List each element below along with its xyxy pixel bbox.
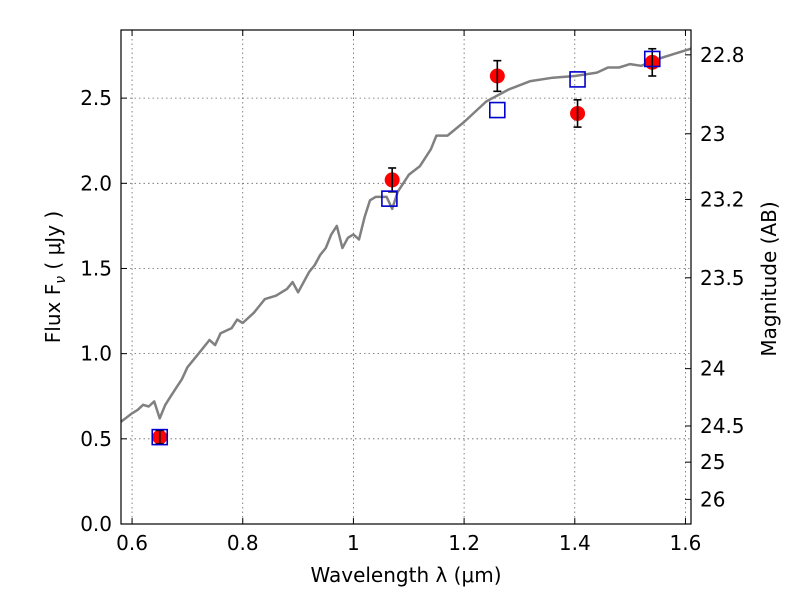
y-tick-label: 1.5 xyxy=(80,256,112,280)
x-tick-label: 1.2 xyxy=(448,531,480,555)
y-tick-label: 0.5 xyxy=(80,427,112,451)
x-tick-label: 1 xyxy=(347,531,360,555)
model-photometry-square xyxy=(643,50,661,68)
model-photometry-square xyxy=(489,101,506,119)
x-tick-label: 1.4 xyxy=(559,531,591,555)
y-axis-label: Flux Fν ( μJy ) xyxy=(41,211,69,343)
y2-tick-label: 23 xyxy=(700,122,725,146)
x-tick-label: 0.6 xyxy=(116,531,148,555)
y-tick-label: 2.0 xyxy=(80,171,112,195)
x-tick-label: 0.8 xyxy=(227,531,259,555)
x-tick-label: 1.6 xyxy=(670,531,702,555)
y-tick-label: 2.5 xyxy=(80,86,112,110)
y2-tick-label: 24 xyxy=(700,357,725,381)
y2-tick-label: 22.8 xyxy=(700,43,745,67)
x-axis-label: Wavelength λ (μm) xyxy=(310,563,501,587)
y2-axis-label: Magnitude (AB) xyxy=(757,201,781,356)
y-tick-label: 1.0 xyxy=(80,342,112,366)
y-axis-label-main: Flux F xyxy=(41,284,65,343)
y2-tick-label: 24.5 xyxy=(700,414,745,438)
y2-tick-label: 23.5 xyxy=(700,266,745,290)
y2-tick-label: 23.2 xyxy=(700,187,745,211)
y-axis-label-sub: ν xyxy=(53,276,69,284)
model-photometry-square xyxy=(381,190,398,207)
model-photometry-square xyxy=(569,71,586,88)
y-axis-label-units: ( μJy ) xyxy=(41,211,65,276)
data-points-layer xyxy=(151,47,661,446)
model-spectrum-line xyxy=(120,47,692,423)
model-spectrum-layer xyxy=(120,47,692,423)
ticks-layer: 0.6 0.8 1 1.2 1.4 1.6 0.0 0.5 1.0 1.5 2.0 2.5 22.8 23… xyxy=(80,30,745,555)
plot-frame xyxy=(120,29,692,525)
plot-background xyxy=(121,30,691,524)
y-tick-label: 0.0 xyxy=(80,512,112,536)
y2-tick-label: 26 xyxy=(700,487,725,511)
y2-tick-label: 25 xyxy=(700,450,725,474)
model-photometry-square xyxy=(151,428,169,446)
